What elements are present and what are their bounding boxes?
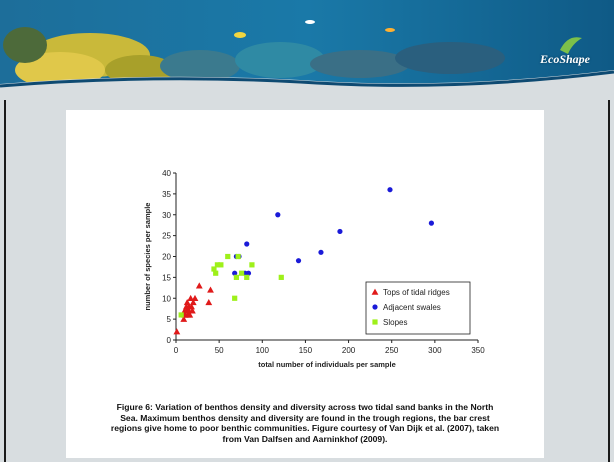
y-tick-label: 10 — [162, 294, 171, 303]
tops-point — [205, 299, 213, 306]
tops-point — [188, 303, 195, 310]
swales-point — [275, 212, 281, 218]
tops-point — [180, 315, 188, 322]
tops-point — [187, 294, 195, 301]
slopes-point — [244, 274, 250, 280]
x-tick-label: 50 — [215, 346, 224, 355]
slopes-point — [238, 270, 245, 276]
legend-item-tops-label: Tops of tidal ridges — [383, 288, 450, 297]
x-tick-label: 150 — [299, 346, 313, 355]
tops-point — [191, 294, 199, 301]
swales-point — [232, 270, 238, 276]
legend-box — [365, 281, 471, 335]
x-tick-label: 350 — [471, 346, 485, 355]
y-tick-label: 25 — [162, 232, 171, 241]
swales-point — [245, 270, 252, 276]
slopes-point — [218, 262, 224, 268]
tops-point — [186, 311, 194, 318]
legend-item-slopes-marker — [372, 319, 378, 325]
legend-item-tops-marker — [371, 288, 379, 295]
swales-point — [387, 187, 393, 193]
y-tick-label: 0 — [167, 336, 172, 345]
y-tick-label: 30 — [162, 211, 171, 220]
tops-point — [173, 328, 181, 335]
caption-line-2: Sea. Maximum benthos density and diversi… — [120, 412, 490, 423]
legend-item-swales-marker — [372, 304, 378, 310]
tops-point — [207, 286, 214, 293]
legend-item-slopes-label: Slopes — [383, 318, 407, 327]
y-tick-label: 35 — [162, 190, 171, 199]
swales-point — [337, 228, 343, 235]
slopes-point — [178, 312, 184, 318]
swales-point — [244, 241, 250, 247]
slopes-point — [214, 262, 221, 268]
frame-left-border — [4, 100, 6, 462]
frame-right-border — [608, 100, 610, 462]
y-tick-label: 15 — [162, 273, 171, 282]
slopes-point — [278, 274, 284, 280]
slopes-point — [249, 262, 255, 268]
figure-caption: Figure 6: Variation of benthos density a… — [74, 402, 536, 444]
figure-card: 0 5 10 15 20 25 30 35 40 0 50 100 150 200 250 300 350 tot… — [66, 110, 544, 458]
caption-line-3: regions give home to poor benthic commun… — [110, 423, 500, 433]
caption-line-4: from Van Dalfsen and Aarninkhof (2009). — [222, 433, 388, 444]
x-tick-label: 250 — [385, 346, 399, 355]
slopes-point — [235, 253, 241, 260]
swales-point — [318, 249, 324, 255]
slopes-point — [232, 295, 238, 301]
y-tick-label: 5 — [167, 315, 172, 324]
tops-point — [189, 299, 197, 306]
legend-item-swales-label: Adjacent swales — [383, 303, 441, 312]
ecoshape-logo: EcoShape — [540, 52, 591, 66]
x-tick-label: 300 — [428, 346, 442, 355]
scatter-chart: 0 5 10 15 20 25 30 35 40 0 50 100 150 200 250 300 350 tot… — [143, 169, 485, 369]
y-tick-label: 40 — [162, 169, 171, 178]
slopes-point — [213, 270, 219, 276]
tops-point — [188, 307, 196, 314]
coral-reef-banner — [0, 0, 614, 100]
swales-point — [295, 258, 302, 264]
slopes-point — [225, 253, 231, 260]
caption-line-1: Figure 6: Variation of benthos density a… — [116, 402, 494, 412]
x-tick-label: 100 — [256, 346, 270, 355]
x-tick-label: 200 — [342, 346, 356, 355]
x-axis-title: total number of individuals per sample — [258, 360, 396, 369]
slopes-point — [211, 266, 217, 272]
x-tick-label: 0 — [174, 346, 179, 355]
swales-point — [428, 220, 435, 226]
y-axis-title: number of species per sample — [143, 203, 152, 311]
tops-point — [195, 282, 203, 289]
slopes-point — [233, 274, 239, 280]
y-tick-label: 20 — [162, 253, 171, 262]
